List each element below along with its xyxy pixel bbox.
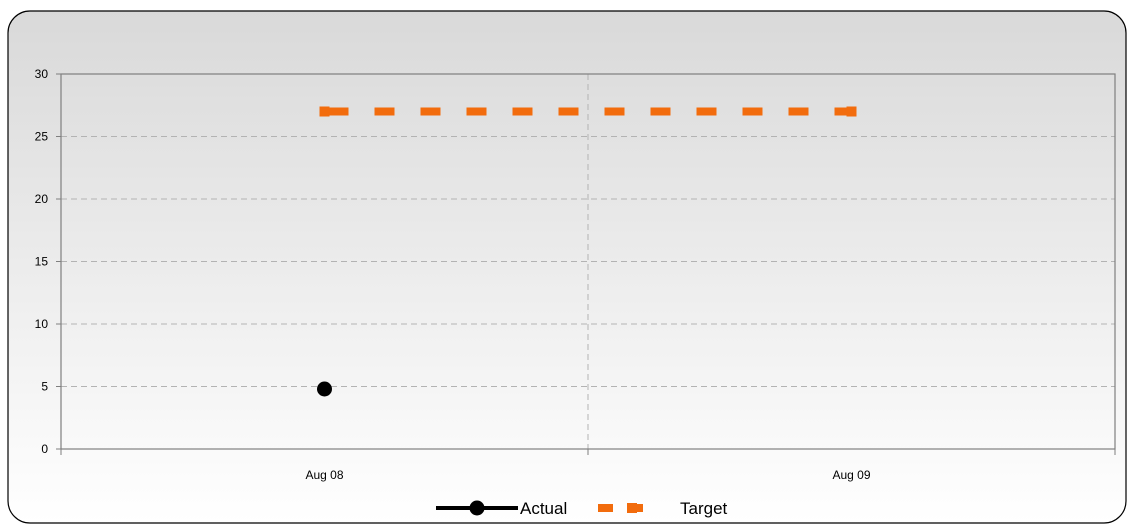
- legend-marker-actual: [469, 500, 485, 516]
- y-tick-label: 20: [35, 192, 49, 206]
- data-point-target: [846, 106, 857, 117]
- y-tick-label: 30: [35, 67, 49, 81]
- y-tick-label: 25: [35, 130, 49, 144]
- y-tick-label: 10: [35, 317, 49, 331]
- data-point-actual: [317, 381, 332, 397]
- x-tick-label: Aug 09: [832, 468, 870, 482]
- y-tick-label: 5: [41, 380, 48, 394]
- plot-frame: [60, 73, 1116, 450]
- y-tick-label: 15: [35, 255, 49, 269]
- x-tick-label: Aug 08: [305, 468, 343, 482]
- legend-label-target: Target: [680, 499, 728, 518]
- data-point-target: [319, 106, 330, 117]
- legend: Actual Target: [436, 499, 728, 518]
- chart-background: [7, 10, 1127, 524]
- y-tick-label: 0: [41, 442, 48, 456]
- legend-marker-target: [627, 503, 637, 513]
- legend-label-actual: Actual: [520, 499, 567, 518]
